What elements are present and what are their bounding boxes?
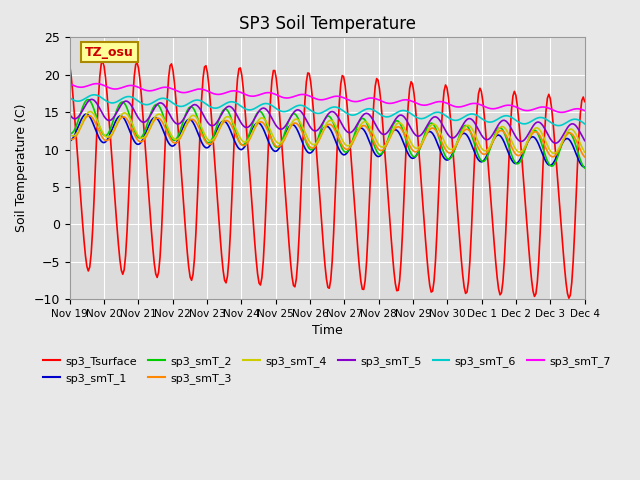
sp3_Tsurface: [99, 58, 106, 64]
sp3_smT_7: [292, 93, 300, 98]
Line: sp3_Tsurface: sp3_Tsurface: [70, 61, 585, 298]
sp3_Tsurface: [565, 295, 573, 301]
sp3_smT_3: [554, 150, 561, 156]
Line: sp3_smT_7: sp3_smT_7: [70, 84, 585, 112]
sp3_smT_2: [292, 112, 300, 118]
sp3_smT_7: [131, 83, 138, 89]
Line: sp3_smT_2: sp3_smT_2: [70, 100, 585, 168]
sp3_smT_4: [131, 125, 138, 131]
sp3_smT_4: [238, 137, 246, 143]
sp3_smT_7: [581, 108, 589, 113]
sp3_Tsurface: [581, 99, 589, 105]
sp3_smT_6: [238, 104, 246, 109]
Y-axis label: Soil Temperature (C): Soil Temperature (C): [15, 104, 28, 232]
sp3_smT_6: [555, 123, 563, 129]
Legend: sp3_Tsurface, sp3_smT_1, sp3_smT_2, sp3_smT_3, sp3_smT_4, sp3_smT_5, sp3_smT_6, : sp3_Tsurface, sp3_smT_1, sp3_smT_2, sp3_…: [39, 352, 616, 388]
sp3_smT_5: [238, 121, 246, 127]
sp3_smT_5: [292, 108, 300, 113]
sp3_smT_7: [238, 90, 246, 96]
Line: sp3_smT_6: sp3_smT_6: [70, 95, 585, 126]
sp3_Tsurface: [246, 180, 254, 186]
sp3_smT_7: [246, 93, 254, 99]
sp3_smT_1: [221, 119, 228, 124]
sp3_smT_5: [555, 139, 563, 144]
sp3_smT_7: [66, 81, 74, 86]
sp3_smT_3: [221, 118, 228, 124]
sp3_Tsurface: [131, 74, 138, 80]
sp3_smT_5: [131, 108, 138, 113]
sp3_smT_4: [550, 150, 558, 156]
sp3_smT_1: [83, 111, 91, 117]
sp3_smT_6: [246, 107, 254, 113]
sp3_smT_6: [90, 92, 98, 97]
sp3_smT_6: [66, 95, 74, 100]
sp3_smT_7: [554, 109, 561, 115]
sp3_smT_3: [292, 120, 300, 126]
sp3_smT_1: [66, 138, 74, 144]
sp3_smT_1: [131, 138, 138, 144]
sp3_smT_3: [66, 135, 74, 141]
X-axis label: Time: Time: [312, 324, 342, 337]
Line: sp3_smT_3: sp3_smT_3: [70, 116, 585, 157]
sp3_smT_2: [246, 128, 254, 133]
sp3_smT_3: [86, 113, 93, 119]
sp3_smT_5: [581, 138, 589, 144]
sp3_Tsurface: [238, 72, 246, 78]
sp3_smT_3: [238, 142, 246, 148]
sp3_smT_2: [581, 165, 589, 171]
sp3_smT_5: [246, 122, 254, 128]
sp3_smT_6: [221, 101, 228, 107]
sp3_smT_1: [554, 152, 561, 157]
sp3_smT_5: [552, 140, 560, 146]
Title: SP3 Soil Temperature: SP3 Soil Temperature: [239, 15, 415, 33]
sp3_Tsurface: [66, 61, 74, 67]
sp3_smT_5: [87, 96, 95, 102]
sp3_smT_3: [581, 154, 589, 160]
sp3_smT_2: [238, 142, 246, 148]
sp3_smT_1: [238, 146, 246, 152]
sp3_smT_4: [555, 146, 563, 152]
sp3_smT_6: [581, 121, 589, 127]
sp3_smT_1: [292, 125, 300, 131]
sp3_Tsurface: [554, 174, 561, 180]
Text: TZ_osu: TZ_osu: [85, 46, 134, 59]
Line: sp3_smT_5: sp3_smT_5: [70, 99, 585, 143]
sp3_smT_4: [221, 115, 228, 121]
sp3_smT_6: [131, 96, 138, 101]
sp3_smT_7: [558, 109, 566, 115]
sp3_smT_6: [554, 123, 561, 129]
sp3_smT_4: [581, 149, 589, 155]
sp3_smT_4: [86, 109, 93, 115]
Line: sp3_smT_1: sp3_smT_1: [70, 114, 585, 167]
sp3_smT_2: [221, 106, 228, 112]
sp3_smT_7: [221, 90, 228, 96]
sp3_smT_4: [66, 131, 74, 136]
sp3_smT_2: [131, 127, 138, 133]
sp3_smT_5: [66, 111, 74, 117]
Line: sp3_smT_4: sp3_smT_4: [70, 112, 585, 153]
sp3_smT_7: [93, 81, 100, 86]
sp3_smT_5: [221, 107, 228, 112]
sp3_smT_1: [246, 131, 254, 137]
sp3_smT_2: [66, 130, 74, 136]
sp3_smT_2: [84, 97, 92, 103]
sp3_Tsurface: [292, 276, 300, 282]
sp3_smT_4: [246, 133, 254, 139]
sp3_smT_3: [131, 131, 138, 137]
sp3_smT_4: [292, 116, 300, 122]
sp3_smT_2: [554, 155, 561, 160]
sp3_smT_1: [581, 164, 589, 170]
sp3_smT_3: [246, 135, 254, 141]
sp3_Tsurface: [221, 277, 228, 283]
sp3_smT_6: [292, 103, 300, 109]
